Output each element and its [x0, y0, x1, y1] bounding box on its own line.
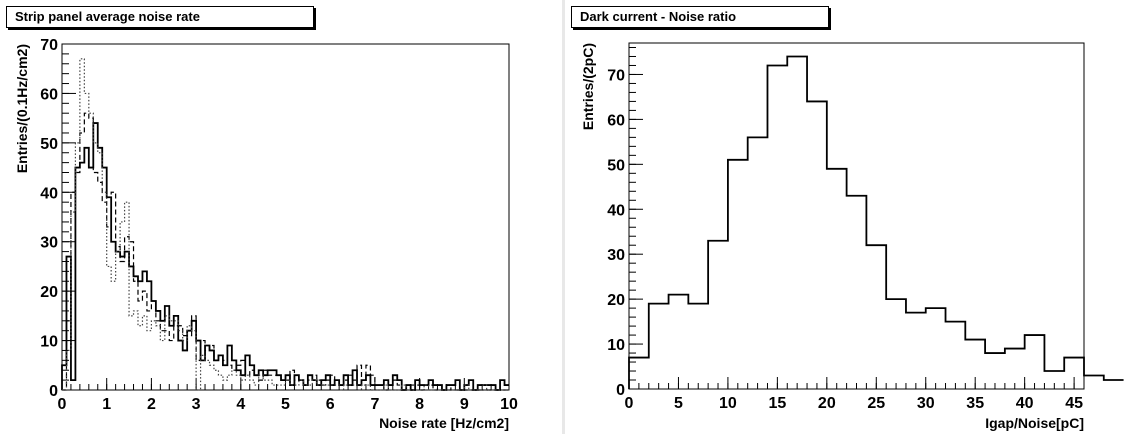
y-tick-label: 60 [607, 112, 625, 129]
x-tick-label: 5 [281, 396, 290, 413]
y-axis-label: Entries/(2pC) [580, 43, 596, 130]
x-axis-label: Noise rate [Hz/cm2] [379, 415, 509, 431]
x-tick-label: 25 [867, 395, 885, 412]
y-tick-label: 70 [40, 37, 58, 54]
y-tick-label: 30 [40, 235, 58, 252]
x-tick-label: 45 [1065, 395, 1083, 412]
x-tick-label: 0 [625, 395, 634, 412]
y-tick-label: 10 [607, 337, 625, 354]
noise-rate-histogram: 0 10 20 30 40 50 60 70 0 1 2 3 4 5 6 7 8 9 10 Noise rate [H… [14, 37, 518, 431]
y-tick-label: 40 [607, 202, 625, 219]
y-tick-label: 70 [607, 67, 625, 84]
x-tick-label: 4 [236, 396, 245, 413]
noise-ratio-histogram: 0 10 20 30 40 50 60 70 0 5 10 15 20 25 30 35 40 45 Igap/No… [580, 42, 1124, 431]
x-tick-label: 20 [818, 395, 836, 412]
chart-title: Strip panel average noise rate [6, 6, 314, 28]
y-tick-label: 0 [616, 382, 625, 399]
y-tick-label: 50 [40, 136, 58, 153]
y-axis-label: Entries/(0.1Hz/cm2) [14, 44, 30, 173]
x-tick-label: 35 [966, 395, 984, 412]
x-tick-label: 0 [58, 396, 67, 413]
y-tick-label: 0 [49, 383, 58, 400]
x-tick-label: 15 [768, 395, 786, 412]
x-tick-label: 5 [674, 395, 683, 412]
x-tick-label: 1 [102, 396, 111, 413]
x-axis-label: Igap/Noise[pC] [985, 415, 1084, 431]
x-tick-label: 2 [147, 396, 156, 413]
histogram-series-dotted [62, 58, 509, 391]
y-tick-label: 30 [607, 247, 625, 264]
x-tick-label: 6 [326, 396, 335, 413]
x-tick-label: 7 [370, 396, 379, 413]
y-tick-label: 60 [40, 86, 58, 103]
x-tick-label: 10 [500, 396, 518, 413]
x-tick-label: 40 [1016, 395, 1034, 412]
histogram-series-solid [628, 55, 1124, 389]
x-tick-label: 9 [460, 396, 469, 413]
y-tick-label: 40 [40, 185, 58, 202]
y-tick-label: 50 [607, 157, 625, 174]
x-tick-label: 8 [415, 396, 424, 413]
x-tick-label: 30 [917, 395, 935, 412]
plot-frame [628, 42, 1085, 390]
left-chart-panel: Strip panel average noise rate 0 10 20 30 40… [0, 0, 562, 434]
x-tick-label: 10 [719, 395, 737, 412]
panel-divider [562, 0, 565, 434]
x-tick-label: 3 [192, 396, 201, 413]
chart-title: Dark current - Noise ratio [571, 6, 829, 28]
histogram-series-solid [61, 122, 509, 391]
y-tick-label: 20 [40, 284, 58, 301]
y-tick-label: 10 [40, 334, 58, 351]
right-chart-panel: Dark current - Noise ratio 0 10 20 30 40 50 60… [565, 0, 1127, 434]
y-tick-label: 20 [607, 292, 625, 309]
